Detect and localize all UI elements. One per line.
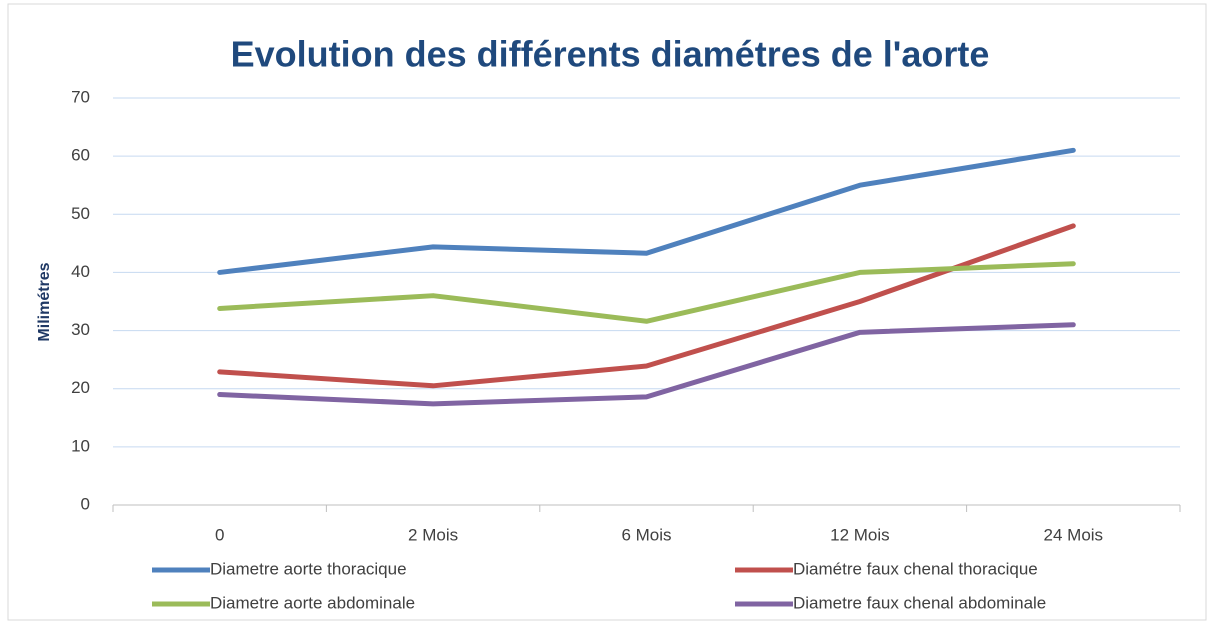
y-tick-label: 0 [81,494,90,513]
y-tick-label: 10 [71,436,90,455]
legend-label: Diamétre faux chenal thoracique [793,559,1038,578]
x-tick-label: 2 Mois [408,525,458,544]
series-line [217,322,1076,407]
y-tick-label: 50 [71,204,90,223]
legend-label: Diametre aorte thoracique [210,559,407,578]
x-tick-label: 0 [215,525,224,544]
series-line [217,261,1076,324]
series-line [217,223,1076,389]
chart-title: Evolution des différents diamétres de l'… [231,34,990,75]
x-tick-label: 24 Mois [1044,525,1104,544]
chart-border [7,3,1207,621]
series-line [217,147,1076,275]
legend-label: Diametre faux chenal abdominale [793,593,1046,612]
legend-label: Diametre aorte abdominale [210,593,415,612]
x-tick-label: 12 Mois [830,525,890,544]
y-tick-label: 60 [71,146,90,165]
y-tick-label: 20 [71,378,90,397]
y-tick-label: 40 [71,262,90,281]
y-tick-label: 70 [71,87,90,106]
x-tick-label: 6 Mois [621,525,671,544]
y-tick-label: 30 [71,320,90,339]
y-axis-label: Milimétres [36,262,53,341]
